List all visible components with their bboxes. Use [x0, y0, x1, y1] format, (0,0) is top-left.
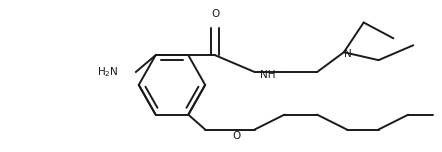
Text: O: O	[233, 131, 241, 142]
Text: O: O	[211, 9, 219, 19]
Text: H$_2$N: H$_2$N	[97, 65, 119, 79]
Text: NH: NH	[259, 70, 275, 80]
Text: N: N	[344, 49, 352, 59]
